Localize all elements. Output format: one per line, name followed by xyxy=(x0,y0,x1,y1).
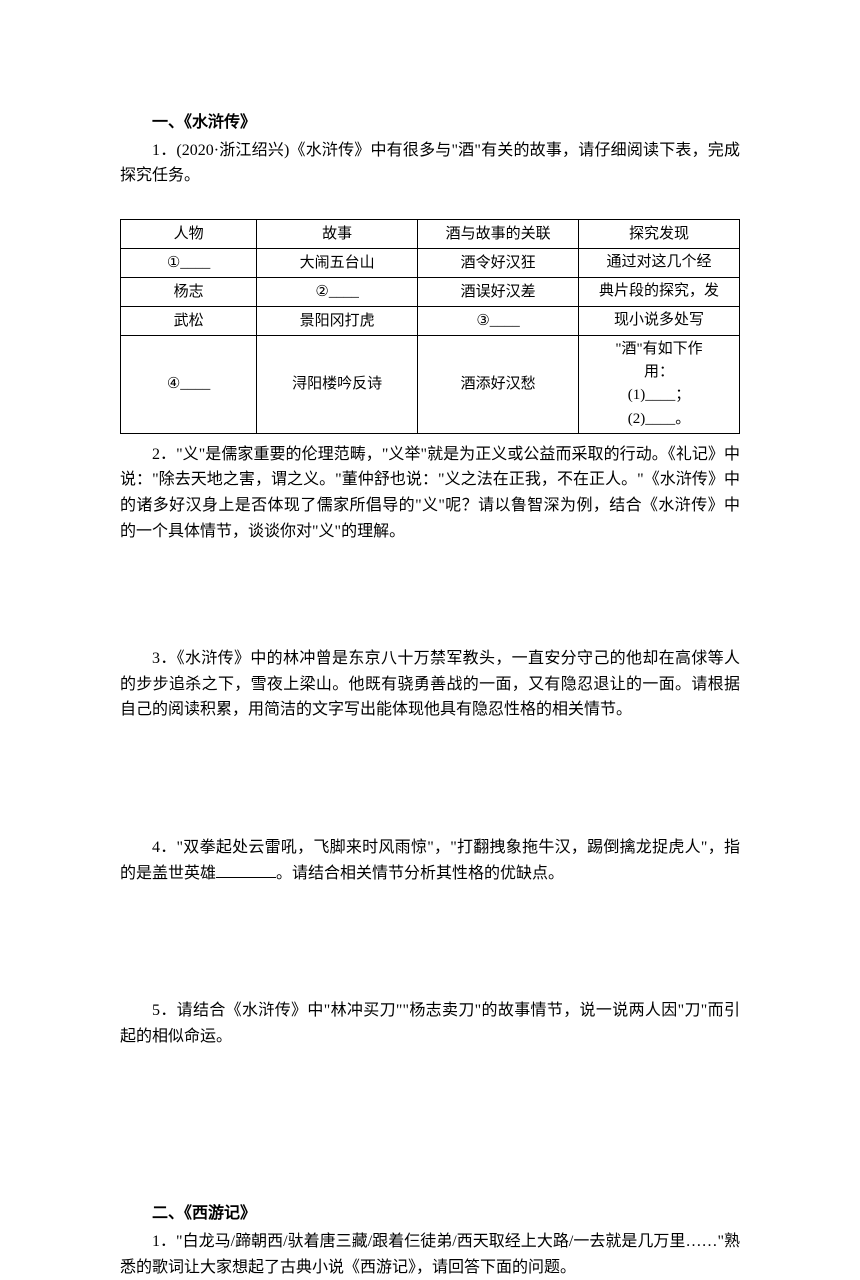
header-cell: 人物 xyxy=(121,219,257,248)
cell-person: 武松 xyxy=(121,306,257,335)
cell-story: ②____ xyxy=(257,277,418,306)
table-row: 武松 景阳冈打虎 ③____ 现小说多处写 xyxy=(121,306,740,335)
cell-relation: 酒添好汉愁 xyxy=(418,335,579,433)
cell-relation: ③____ xyxy=(418,306,579,335)
discovery-line: (1)____； xyxy=(628,387,691,403)
table-row: ①____ 大闹五台山 酒令好汉狂 通过对这几个经 xyxy=(121,248,740,277)
table-row: 杨志 ②____ 酒误好汉差 典片段的探究，发 xyxy=(121,277,740,306)
table-row: ④____ 浔阳楼吟反诗 酒添好汉愁 "酒"有如下作 用： (1)____； (… xyxy=(121,335,740,433)
cell-discovery-1: 通过对这几个经 xyxy=(579,248,740,277)
cell-discovery-4: "酒"有如下作 用： (1)____； (2)____。 xyxy=(579,335,740,433)
cell-relation: 酒令好汉狂 xyxy=(418,248,579,277)
header-cell: 探究发现 xyxy=(579,219,740,248)
q3-text: 3．《水浒传》中的林冲曾是东京八十万禁军教头，一直安分守己的他却在高俅等人的步步… xyxy=(120,646,740,723)
discovery-line: 用： xyxy=(644,364,674,380)
discovery-line: (2)____。 xyxy=(628,411,691,427)
q2-text: 2．"义"是儒家重要的伦理范畴，"义举"就是为正义或公益而采取的行动。《礼记》中… xyxy=(120,442,740,544)
q4-part-b: 。请结合相关情节分析其性格的优缺点。 xyxy=(276,865,564,882)
cell-story: 大闹五台山 xyxy=(257,248,418,277)
cell-person: ①____ xyxy=(121,248,257,277)
q5-text: 5．请结合《水浒传》中"林冲买刀""杨志卖刀"的故事情节，说一说两人因"刀"而引… xyxy=(120,998,740,1049)
cell-relation: 酒误好汉差 xyxy=(418,277,579,306)
header-cell: 酒与故事的关联 xyxy=(418,219,579,248)
table-header-row: 人物 故事 酒与故事的关联 探究发现 xyxy=(121,219,740,248)
section-2-title: 二、《西游记》 xyxy=(120,1201,740,1227)
cell-discovery-3: 现小说多处写 xyxy=(579,306,740,335)
cell-story: 浔阳楼吟反诗 xyxy=(257,335,418,433)
cell-story: 景阳冈打虎 xyxy=(257,306,418,335)
section-1-title: 一、《水浒传》 xyxy=(120,110,740,136)
q1-intro: 1．(2020·浙江绍兴)《水浒传》中有很多与"酒"有关的故事，请仔细阅读下表，… xyxy=(120,138,740,189)
cell-discovery-2: 典片段的探究，发 xyxy=(579,277,740,306)
discovery-line: "酒"有如下作 xyxy=(615,341,702,357)
exploration-table: 人物 故事 酒与故事的关联 探究发现 ①____ 大闹五台山 酒令好汉狂 通过对… xyxy=(120,219,740,434)
blank-fill[interactable] xyxy=(216,862,276,878)
s2-q1-text: 1．"白龙马/蹄朝西/驮着唐三藏/跟着仨徒弟/西天取经上大路/一去就是几万里……… xyxy=(120,1229,740,1280)
header-cell: 故事 xyxy=(257,219,418,248)
cell-person: 杨志 xyxy=(121,277,257,306)
cell-person: ④____ xyxy=(121,335,257,433)
q4-text: 4．"双拳起处云雷吼，飞脚来时风雨惊"，"打翻拽象拖牛汉，踢倒擒龙捉虎人"，指的… xyxy=(120,835,740,886)
